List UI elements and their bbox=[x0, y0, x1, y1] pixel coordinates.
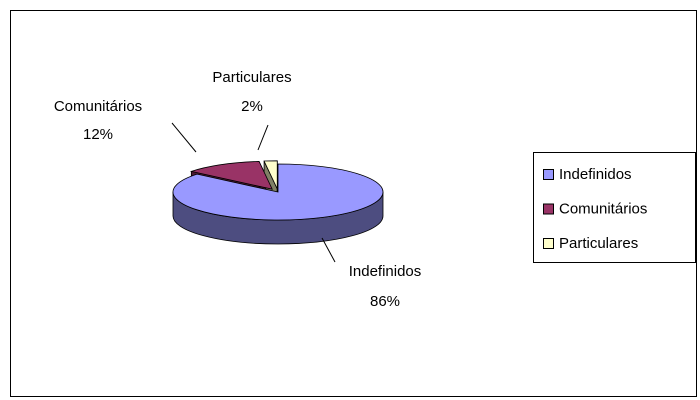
data-label-name: Particulares bbox=[212, 69, 291, 86]
pie-tops bbox=[172, 160, 384, 221]
legend-label: Indefinidos bbox=[559, 166, 632, 183]
data-label-name: Comunitários bbox=[54, 98, 142, 115]
slice bbox=[263, 160, 278, 189]
data-label-value: 2% bbox=[241, 98, 263, 115]
legend-label: Particulares bbox=[559, 235, 638, 252]
legend-swatch bbox=[543, 238, 554, 249]
legend-label: Comunitários bbox=[559, 200, 647, 217]
data-label-name: Indefinidos bbox=[349, 263, 422, 280]
legend-swatch bbox=[543, 203, 554, 215]
legend-swatch bbox=[543, 169, 554, 180]
slice bbox=[189, 161, 273, 190]
leader-line bbox=[257, 124, 269, 151]
leader-line bbox=[171, 122, 197, 153]
slice bbox=[172, 163, 384, 221]
legend-box bbox=[533, 152, 696, 263]
data-label-value: 86% bbox=[370, 293, 400, 310]
leader-line bbox=[321, 237, 336, 263]
data-label-value: 12% bbox=[83, 126, 113, 143]
